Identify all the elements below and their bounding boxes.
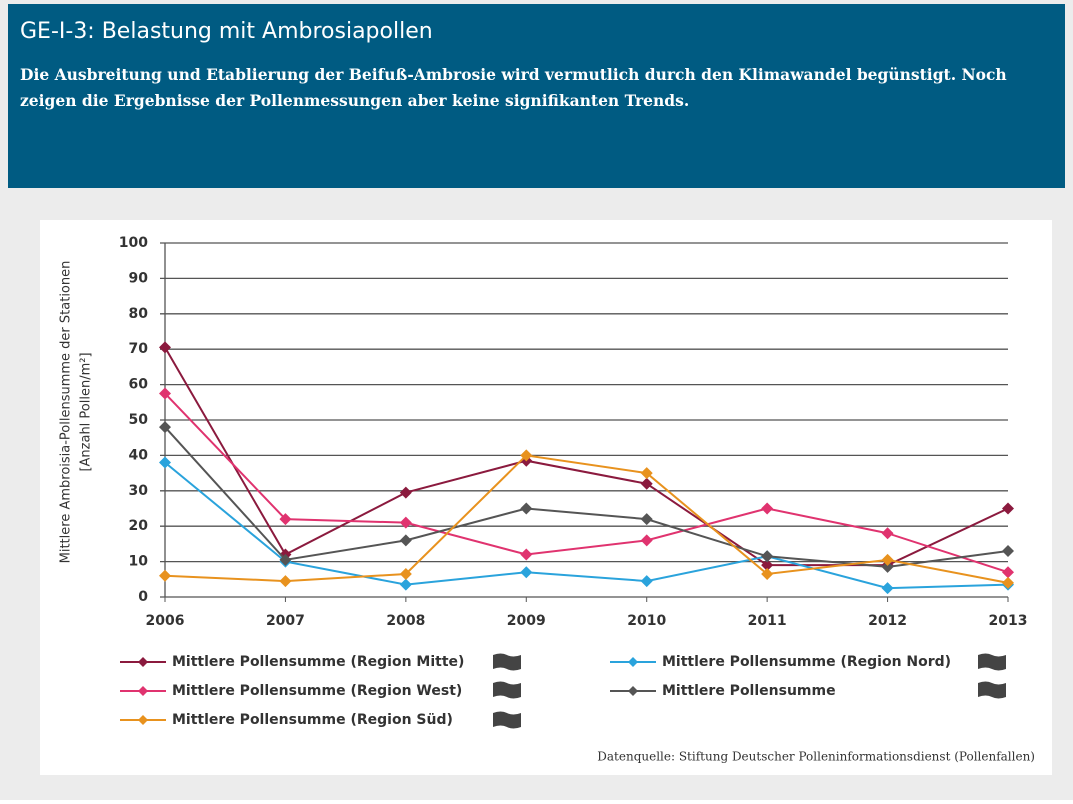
- source: Datenquelle: Stiftung Deutscher Pollenin…: [597, 750, 1035, 764]
- x-tick-label: 2009: [507, 613, 546, 629]
- point: [520, 502, 533, 515]
- title: GE-I-3: Belastung mit Ambrosiapollen: [20, 19, 433, 44]
- point: [279, 575, 292, 588]
- flag-icon: [978, 681, 1006, 699]
- point: [520, 449, 533, 462]
- point: [279, 553, 292, 566]
- point: [159, 421, 171, 434]
- y-tick-label: 50: [129, 412, 149, 428]
- point: [881, 527, 894, 540]
- point: [761, 567, 774, 580]
- point: [399, 578, 412, 591]
- point: [761, 559, 774, 572]
- x-tick-label: 2006: [146, 613, 185, 629]
- flag-icon: [493, 653, 521, 671]
- point: [640, 534, 653, 547]
- point: [399, 516, 412, 529]
- legend-label: Mittlere Pollensumme (Region Süd): [172, 712, 453, 728]
- point: [881, 553, 894, 566]
- y-tick-label: 0: [138, 589, 148, 605]
- point: [520, 548, 533, 561]
- point: [761, 550, 774, 563]
- header-box: [8, 4, 1065, 188]
- y-tick-label: 70: [129, 341, 149, 357]
- point: [640, 575, 653, 588]
- legend-icons: [493, 653, 1006, 729]
- legend-marker: [138, 715, 148, 725]
- x-tick-label: 2010: [627, 613, 666, 629]
- series-line: [164, 426, 1009, 568]
- y-axis-label: Mittlere Ambroisia-Pollensumme der Stati…: [59, 261, 74, 564]
- y-tick-label: 30: [129, 483, 149, 499]
- point: [640, 513, 653, 526]
- series-line: [164, 392, 1009, 574]
- flag-icon: [493, 681, 521, 699]
- point: [640, 467, 653, 480]
- point: [159, 387, 171, 400]
- y-axis-label: [Anzahl Pollen/m²]: [79, 352, 94, 471]
- y-tick-label: 40: [129, 447, 149, 463]
- legend-marker: [138, 686, 148, 696]
- flag-icon: [493, 711, 521, 729]
- legend-label: Mittlere Pollensumme (Region Mitte): [172, 654, 464, 670]
- point: [159, 341, 171, 354]
- point: [881, 560, 894, 573]
- legend-label: Mittlere Pollensumme (Region West): [172, 683, 462, 699]
- flag-icon: [978, 653, 1006, 671]
- y-tick-label: 80: [129, 306, 149, 322]
- x-tick-label: 2008: [386, 613, 425, 629]
- y-tick-label: 10: [129, 554, 149, 570]
- point: [881, 582, 894, 595]
- subtitle: Die Ausbreitung und Etablierung der Beif…: [20, 65, 1007, 84]
- point: [1002, 544, 1014, 557]
- point: [399, 567, 412, 580]
- point: [399, 534, 412, 547]
- point: [159, 456, 171, 469]
- point: [1002, 566, 1014, 579]
- point: [1002, 576, 1014, 589]
- point: [761, 502, 774, 515]
- x-tick-label: 2013: [989, 613, 1028, 629]
- series-line: [164, 454, 1009, 584]
- point: [159, 569, 171, 582]
- legend-marker: [138, 657, 148, 667]
- point: [399, 486, 412, 499]
- series-line: [164, 461, 1009, 590]
- legend-label: Mittlere Pollensumme: [662, 683, 836, 699]
- x-tick-label: 2007: [266, 613, 305, 629]
- legend-marker: [628, 657, 638, 667]
- point: [1002, 502, 1014, 515]
- legend-label: Mittlere Pollensumme (Region Nord): [662, 654, 951, 670]
- x-tick-label: 2011: [748, 613, 787, 629]
- y-tick-label: 20: [129, 518, 149, 534]
- y-tick-label: 90: [129, 270, 149, 286]
- y-tick-label: 100: [119, 235, 148, 251]
- point: [640, 477, 653, 490]
- point: [520, 566, 533, 579]
- point: [279, 513, 292, 526]
- legend-marker: [628, 686, 638, 696]
- x-tick-label: 2012: [868, 613, 907, 629]
- subtitle: zeigen die Ergebnisse der Pollenmessunge…: [20, 91, 689, 110]
- y-tick-label: 60: [129, 377, 149, 393]
